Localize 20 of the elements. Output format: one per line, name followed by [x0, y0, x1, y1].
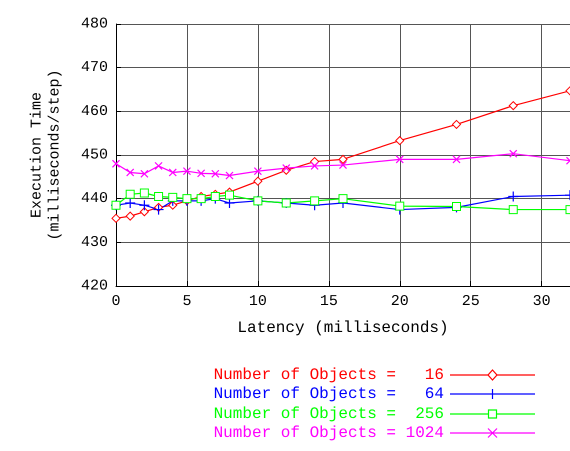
x-tick-label: 25	[462, 293, 480, 310]
text: Number of Objects = 16	[214, 366, 444, 384]
y-tick-label: 470	[80, 59, 108, 76]
x-tick-label: 10	[248, 293, 267, 310]
y-tick-label: 480	[80, 16, 108, 32]
text: Number of Objects = 64	[214, 385, 444, 404]
y-tick-label: 450	[80, 146, 108, 164]
y-axis-title: Execution Time (milliseconds/step)	[28, 69, 64, 241]
x-tick-label: 0	[111, 293, 121, 310]
text: Number of Objects = 1024	[214, 424, 444, 442]
x-tick-label: 30	[532, 293, 551, 310]
text: Number of Objects = 256	[214, 404, 444, 423]
y-tick-label: 430	[80, 234, 108, 251]
x-tick-label: 20	[390, 293, 409, 310]
x-axis-title: Latency (milliseconds)	[237, 319, 449, 337]
x-tick-label: 15	[320, 293, 338, 310]
x-tick-label: 5	[182, 293, 192, 310]
y-tick-label: 420	[80, 278, 108, 294]
y-tick-label: 440	[80, 190, 108, 208]
y-tick-label: 460	[80, 102, 108, 120]
